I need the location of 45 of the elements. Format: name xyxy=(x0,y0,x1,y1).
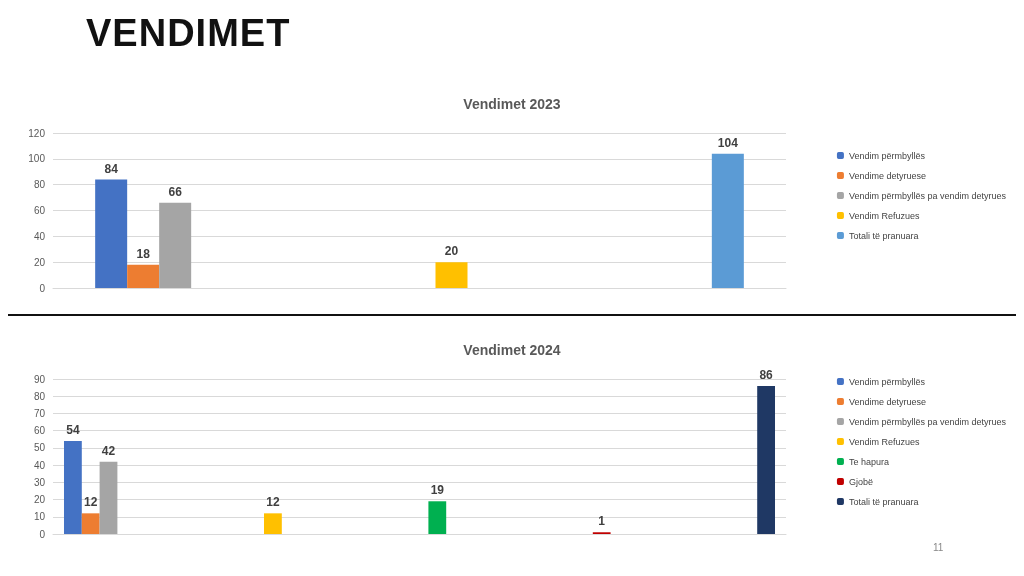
legend-label: Totali të pranuara xyxy=(848,496,919,507)
data-label: 1 xyxy=(598,514,606,529)
y-tick-label: 30 xyxy=(33,476,46,488)
legend-label: Vendime detyruese xyxy=(848,396,926,407)
text: 11 xyxy=(933,542,944,553)
legend-label: Vendim përmbyllës xyxy=(848,376,926,387)
y-tick-label: 40 xyxy=(33,230,46,242)
y-tick-label: 0 xyxy=(39,282,46,294)
data-label: 86 xyxy=(759,367,774,382)
legend-label: Vendim përmbyllës pa vendim detyrues xyxy=(848,416,1007,427)
y-tick-label: 80 xyxy=(33,179,46,191)
legend-label: Vendime detyruese xyxy=(848,170,926,181)
y-tick-label: 60 xyxy=(33,205,46,216)
y-tick-label: 20 xyxy=(33,494,46,506)
data-label: 19 xyxy=(430,483,445,498)
legend-label: Vendim përmbyllës pa vendim detyrues xyxy=(848,190,1007,201)
text: VENDIMET xyxy=(86,12,291,55)
data-label: 12 xyxy=(266,495,280,510)
y-tick-label: 0 xyxy=(39,528,46,540)
chart-title: Vendimet 2024 xyxy=(463,342,561,358)
data-label: 20 xyxy=(444,244,459,259)
data-label: 54 xyxy=(66,423,80,437)
data-label: 66 xyxy=(168,184,183,199)
data-label: 104 xyxy=(717,135,739,150)
data-label: 18 xyxy=(136,246,151,261)
y-tick-label: 40 xyxy=(33,459,46,471)
data-label: 42 xyxy=(101,443,116,458)
legend-label: Te hapura xyxy=(848,456,889,467)
y-tick-label: 10 xyxy=(33,511,46,523)
legend-label: Vendim Refuzues xyxy=(848,436,920,447)
y-tick-label: 90 xyxy=(33,373,46,385)
y-tick-label: 80 xyxy=(33,390,46,402)
legend-label: Vendim përmbyllës xyxy=(848,150,926,161)
chart-title: Vendimet 2023 xyxy=(463,96,561,112)
legend-label: Totali të pranuara xyxy=(848,230,919,241)
y-tick-label: 60 xyxy=(33,425,46,437)
y-tick-label: 100 xyxy=(28,153,46,165)
data-label: 12 xyxy=(84,495,98,510)
legend-label: Vendim Refuzues xyxy=(848,210,920,221)
legend-label: Gjobë xyxy=(848,476,873,487)
data-label: 84 xyxy=(104,161,119,176)
y-tick-label: 50 xyxy=(33,442,46,454)
y-tick-label: 120 xyxy=(28,127,46,139)
y-tick-label: 70 xyxy=(33,407,46,419)
y-tick-label: 20 xyxy=(33,256,46,268)
